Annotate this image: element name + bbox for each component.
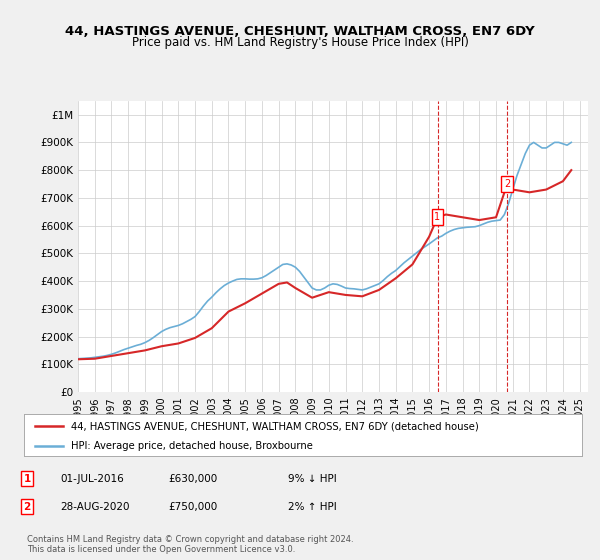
Text: 2: 2: [23, 502, 31, 512]
Text: 1: 1: [23, 474, 31, 484]
Text: Price paid vs. HM Land Registry's House Price Index (HPI): Price paid vs. HM Land Registry's House …: [131, 36, 469, 49]
Text: 9% ↓ HPI: 9% ↓ HPI: [288, 474, 337, 484]
Text: 1: 1: [434, 212, 440, 222]
Text: 01-JUL-2016: 01-JUL-2016: [60, 474, 124, 484]
Text: 28-AUG-2020: 28-AUG-2020: [60, 502, 130, 512]
Text: £750,000: £750,000: [168, 502, 217, 512]
Text: 2% ↑ HPI: 2% ↑ HPI: [288, 502, 337, 512]
Text: 44, HASTINGS AVENUE, CHESHUNT, WALTHAM CROSS, EN7 6DY: 44, HASTINGS AVENUE, CHESHUNT, WALTHAM C…: [65, 25, 535, 38]
Text: HPI: Average price, detached house, Broxbourne: HPI: Average price, detached house, Brox…: [71, 441, 313, 451]
Text: Contains HM Land Registry data © Crown copyright and database right 2024.
This d: Contains HM Land Registry data © Crown c…: [27, 535, 353, 554]
Text: £630,000: £630,000: [168, 474, 217, 484]
Text: 2: 2: [504, 179, 511, 189]
Text: 44, HASTINGS AVENUE, CHESHUNT, WALTHAM CROSS, EN7 6DY (detached house): 44, HASTINGS AVENUE, CHESHUNT, WALTHAM C…: [71, 421, 479, 431]
